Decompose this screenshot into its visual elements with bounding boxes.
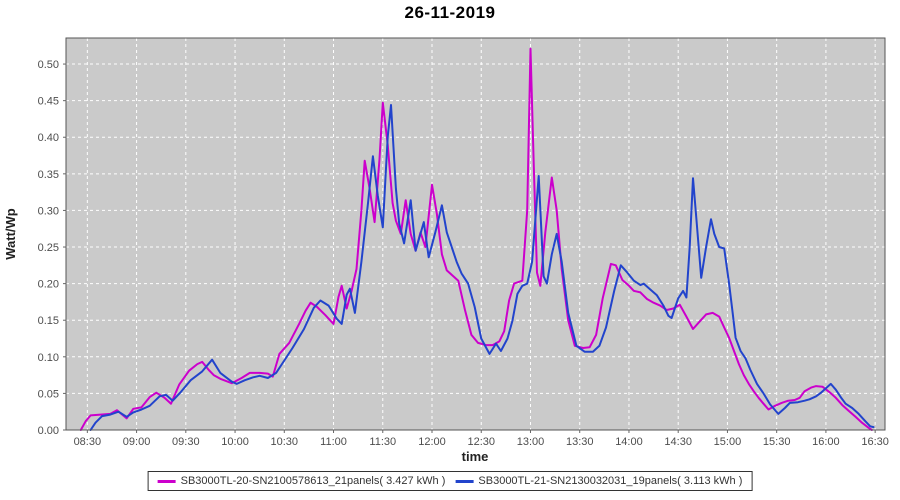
x-tick-label: 09:30	[172, 436, 200, 448]
legend-entry-series-1: SB3000TL-21-SN2130032031_19panels( 3.113…	[455, 475, 742, 487]
plot-border	[65, 37, 886, 431]
x-tick-label: 12:30	[467, 436, 495, 448]
x-tick-label: 10:00	[221, 436, 249, 448]
series-1-line-swatch	[455, 479, 474, 483]
x-tick-label: 12:00	[418, 436, 446, 448]
series-0-line-swatch	[157, 479, 176, 483]
y-axis-title: Watt/Wp	[3, 208, 18, 260]
x-tick-label: 14:30	[664, 436, 692, 448]
x-tick-label: 15:30	[763, 436, 791, 448]
series-1-label: SB3000TL-21-SN2130032031_19panels( 3.113…	[478, 475, 743, 487]
x-tick-label: 11:30	[369, 436, 396, 448]
y-tick-label: 0.20	[38, 279, 59, 291]
x-tick-label: 14:00	[615, 436, 643, 448]
series-line-1	[89, 104, 875, 431]
x-tick-label: 09:00	[123, 436, 151, 448]
x-tick-label: 10:30	[271, 436, 299, 448]
chart-title: 26-11-2019	[404, 3, 496, 22]
x-tick-label: 16:30	[861, 436, 889, 448]
y-tick-label: 0.05	[38, 388, 59, 400]
y-tick-label: 0.25	[38, 242, 59, 254]
y-tick-label: 0.45	[38, 96, 59, 108]
series-0-label: SB3000TL-20-SN2100578613_21panels( 3.427…	[180, 475, 446, 487]
x-axis-title: time	[462, 449, 489, 464]
y-tick-label: 0.10	[38, 352, 59, 364]
legend: SB3000TL-20-SN2100578613_21panels( 3.427…	[147, 471, 753, 491]
x-tick-label: 08:30	[74, 436, 102, 448]
x-tick-label: 11:00	[320, 436, 347, 448]
x-tick-label: 13:00	[517, 436, 545, 448]
y-tick-label: 0.35	[38, 169, 59, 181]
x-tick-label: 15:00	[714, 436, 742, 448]
plot-layer: 08:30 09:00 09:30 10:00 10:30 11:00 11:30 12:00…	[38, 37, 889, 448]
y-tick-label: 0.50	[38, 59, 59, 71]
y-tick-label: 0.15	[38, 315, 59, 327]
y-tick-label: 0.40	[38, 132, 59, 144]
line-chart: 08:30 09:00 09:30 10:00 10:30 11:00 11:30 12:00…	[3, 37, 889, 464]
x-tick-label: 16:00	[812, 436, 840, 448]
legend-entry-series-0: SB3000TL-20-SN2100578613_21panels( 3.427…	[157, 475, 446, 487]
y-tick-label: 0.30	[38, 205, 59, 217]
x-tick-label: 13:30	[566, 436, 594, 448]
y-tick-label: 0.00	[38, 425, 59, 437]
